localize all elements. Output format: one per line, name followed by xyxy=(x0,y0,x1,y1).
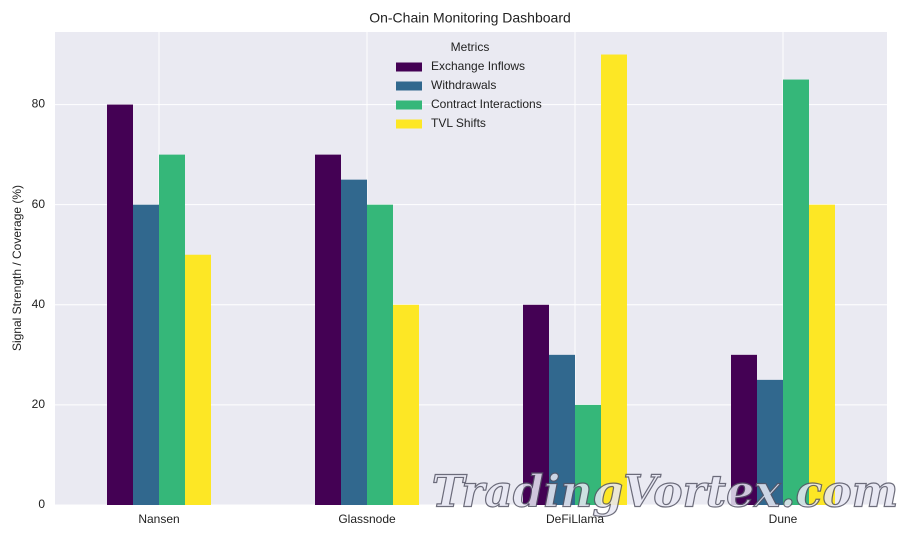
bar xyxy=(367,204,393,505)
bar xyxy=(757,379,783,505)
bar xyxy=(523,304,549,505)
bar xyxy=(575,404,601,505)
chart-title: On-Chain Monitoring Dashboard xyxy=(369,10,571,26)
legend-swatch xyxy=(396,100,422,110)
bar xyxy=(133,204,159,505)
bar xyxy=(783,79,809,505)
y-tick-label: 60 xyxy=(32,197,46,211)
legend-swatch xyxy=(396,62,422,72)
y-tick-label: 0 xyxy=(38,497,45,511)
bar xyxy=(601,54,627,506)
bar xyxy=(185,254,211,505)
bar xyxy=(809,204,835,505)
legend-label: Withdrawals xyxy=(431,78,496,92)
legend-label: Exchange Inflows xyxy=(431,59,525,73)
watermark: TradingVortex.com xyxy=(432,467,899,518)
x-tick-label: Glassnode xyxy=(338,512,396,526)
x-tick-label: Dune xyxy=(769,512,798,526)
bar xyxy=(315,154,341,505)
y-tick-label: 80 xyxy=(32,97,46,111)
legend-swatch xyxy=(396,119,422,129)
bar xyxy=(393,304,419,505)
legend-label: Contract Interactions xyxy=(431,97,542,111)
bar xyxy=(159,154,185,505)
bar xyxy=(549,354,575,505)
x-tick-label: DeFiLlama xyxy=(546,512,604,526)
bar xyxy=(107,104,133,505)
bar xyxy=(341,179,367,506)
x-tick-label: Nansen xyxy=(138,512,179,526)
y-tick-label: 40 xyxy=(32,297,46,311)
legend-label: TVL Shifts xyxy=(431,116,486,130)
bar xyxy=(731,354,757,505)
y-axis-label: Signal Strength / Coverage (%) xyxy=(10,185,24,351)
legend-title: Metrics xyxy=(451,40,490,54)
legend-swatch xyxy=(396,81,422,91)
y-tick-label: 20 xyxy=(32,397,46,411)
